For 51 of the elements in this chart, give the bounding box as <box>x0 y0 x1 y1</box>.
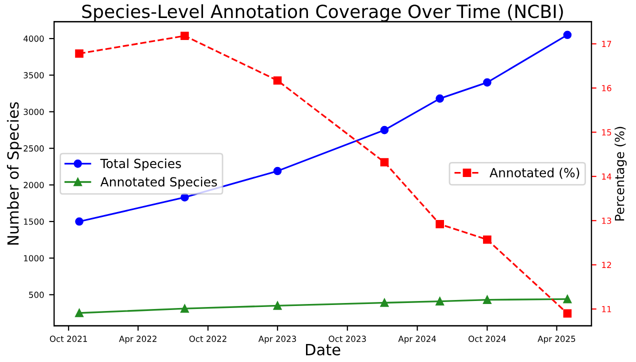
point <box>563 30 572 40</box>
y-tick-label: 3500 <box>24 72 44 78</box>
legend-label: Annotated (%) <box>490 168 580 179</box>
point <box>75 308 84 318</box>
y-tick-label: 500 <box>29 292 44 298</box>
point <box>180 193 189 202</box>
point <box>273 302 282 310</box>
x-axis-title: Date <box>306 344 340 356</box>
x-tick-label: Apr 2023 <box>258 336 296 344</box>
x-tick-label: Oct 2021 <box>50 336 87 342</box>
point <box>436 220 444 228</box>
legend-label: Annotated Species <box>100 176 217 189</box>
y2-tick-label: 17 <box>602 40 612 47</box>
point <box>380 126 389 134</box>
legend-label: Total Species <box>100 158 181 171</box>
point <box>483 296 492 304</box>
x-tick-label: Oct 2024 <box>468 336 506 342</box>
point <box>75 49 84 58</box>
y-axis-title: Number of Species <box>6 102 22 245</box>
y2-axis-title: Percentage (%) <box>614 126 627 220</box>
y2-tick-label: 13 <box>602 218 612 224</box>
point <box>75 217 84 226</box>
x-tick-label: Apr 2025 <box>538 336 576 344</box>
point <box>436 94 444 103</box>
y-tick-label: 1000 <box>24 255 44 262</box>
y2-tick-label: 15 <box>602 129 612 136</box>
y2-tick-label: 11 <box>602 306 612 312</box>
point <box>180 32 189 40</box>
x-tick-label: Apr 2022 <box>119 336 156 344</box>
chart-title: Species-Level Annotation Coverage Over Time (NCBI) <box>82 4 563 22</box>
y-tick-label: 2500 <box>24 145 44 152</box>
y2-tick-label: 14 <box>602 174 612 180</box>
point <box>436 297 444 306</box>
point <box>483 78 492 87</box>
point <box>563 309 572 318</box>
y2-tick-label: 12 <box>602 262 611 268</box>
point <box>483 235 492 244</box>
point <box>273 76 282 85</box>
point <box>563 294 572 304</box>
point <box>180 304 189 313</box>
y-tick-label: 4000 <box>24 36 44 42</box>
x-tick-label: Oct 2023 <box>328 336 366 342</box>
y-tick-label: 1500 <box>24 218 44 225</box>
point <box>380 298 389 307</box>
x-tick-label: Oct 2022 <box>189 336 226 342</box>
point <box>380 158 389 166</box>
x-tick-label: Apr 2024 <box>398 336 436 344</box>
y2-tick-label: 16 <box>602 85 612 92</box>
y-tick-label: 2000 <box>24 182 44 188</box>
point <box>273 166 282 176</box>
y-tick-label: 3000 <box>24 108 44 116</box>
